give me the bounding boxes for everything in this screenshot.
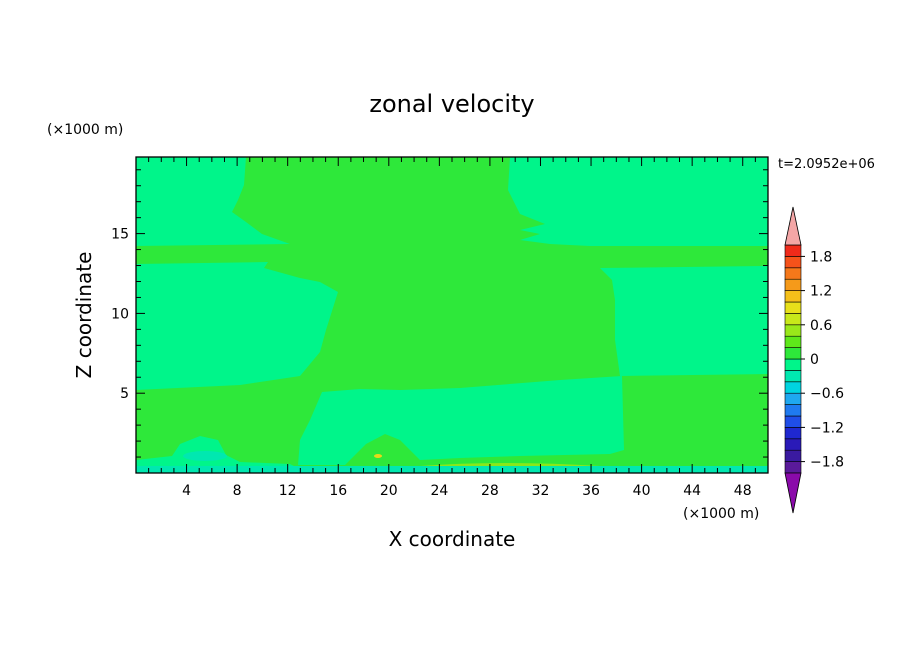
colorbar-segment <box>784 404 802 417</box>
time-label: t=2.0952e+06 <box>778 157 875 172</box>
colorbar-segment <box>784 381 802 394</box>
y-axis-label: Z coordinate <box>72 252 96 379</box>
colorbar-segment <box>784 324 802 337</box>
colorbar-tick-label: 0 <box>810 352 819 368</box>
teal-region-2 <box>508 157 768 246</box>
colorbar-segment <box>784 449 802 462</box>
x-tick-label: 48 <box>734 483 752 499</box>
colorbar-segment <box>784 461 802 474</box>
colorbar-segment <box>784 415 802 428</box>
colorbar-segment <box>784 438 802 451</box>
x-axis-label: X coordinate <box>389 527 516 551</box>
x-tick-label: 24 <box>430 483 448 499</box>
x-tick-label: 12 <box>279 483 297 499</box>
colorbar-segment <box>784 278 802 291</box>
colorbar-segment <box>784 313 802 326</box>
colorbar-segment <box>784 347 802 360</box>
yellow-spot <box>374 454 382 458</box>
x-tick-label: 8 <box>233 483 242 499</box>
colorbar-tick-label: 1.2 <box>810 284 832 300</box>
yellow-green-strip <box>420 463 600 466</box>
y-tick-label: 10 <box>111 306 129 322</box>
colorbar-tick-label: −1.8 <box>810 455 844 471</box>
x-tick-label: 28 <box>481 483 499 499</box>
x-tick-label: 4 <box>182 483 191 499</box>
x-tick-label: 36 <box>582 483 600 499</box>
colorbar-segment <box>784 267 802 280</box>
teal-region-4 <box>600 266 768 376</box>
colorbar-segment <box>784 301 802 314</box>
colorbar-segment <box>784 244 802 257</box>
x-tick-label: 20 <box>380 483 398 499</box>
colorbar-under-arrow <box>784 472 802 514</box>
x-tick-label: 44 <box>683 483 701 499</box>
colorbar-tick-label: −1.2 <box>810 420 844 436</box>
y-unit-label: (×1000 m) <box>47 122 123 138</box>
colorbar-segment <box>784 290 802 303</box>
cyan-patch <box>183 451 227 461</box>
x-tick-label: 32 <box>532 483 550 499</box>
x-tick-label: 40 <box>633 483 651 499</box>
colorbar: 1.8 1.2 0.6 0 −0.6 −1.2 −1.8 <box>784 206 844 514</box>
y-tick-label: 15 <box>111 227 129 243</box>
teal-region-5 <box>298 376 624 465</box>
chart-title: zonal velocity <box>369 90 534 118</box>
teal-region-3 <box>136 262 338 390</box>
plot-area <box>136 157 768 473</box>
teal-streak <box>633 234 677 242</box>
teal-region-1 <box>136 157 290 246</box>
colorbar-tick-label: 0.6 <box>810 318 832 334</box>
x-unit-label: (×1000 m) <box>683 506 759 522</box>
x-tick-label: 16 <box>329 483 347 499</box>
colorbar-tick-label: −0.6 <box>810 386 844 402</box>
colorbar-tick-label: 1.8 <box>810 249 832 265</box>
colorbar-segment <box>784 427 802 440</box>
colorbar-segment <box>784 335 802 348</box>
colorbar-segment <box>784 392 802 405</box>
colorbar-segment <box>784 370 802 383</box>
colorbar-segment <box>784 358 802 371</box>
teal-blob <box>640 165 672 177</box>
colorbar-segment <box>784 256 802 269</box>
colorbar-over-arrow <box>784 206 802 246</box>
y-tick-label: 5 <box>120 386 129 402</box>
